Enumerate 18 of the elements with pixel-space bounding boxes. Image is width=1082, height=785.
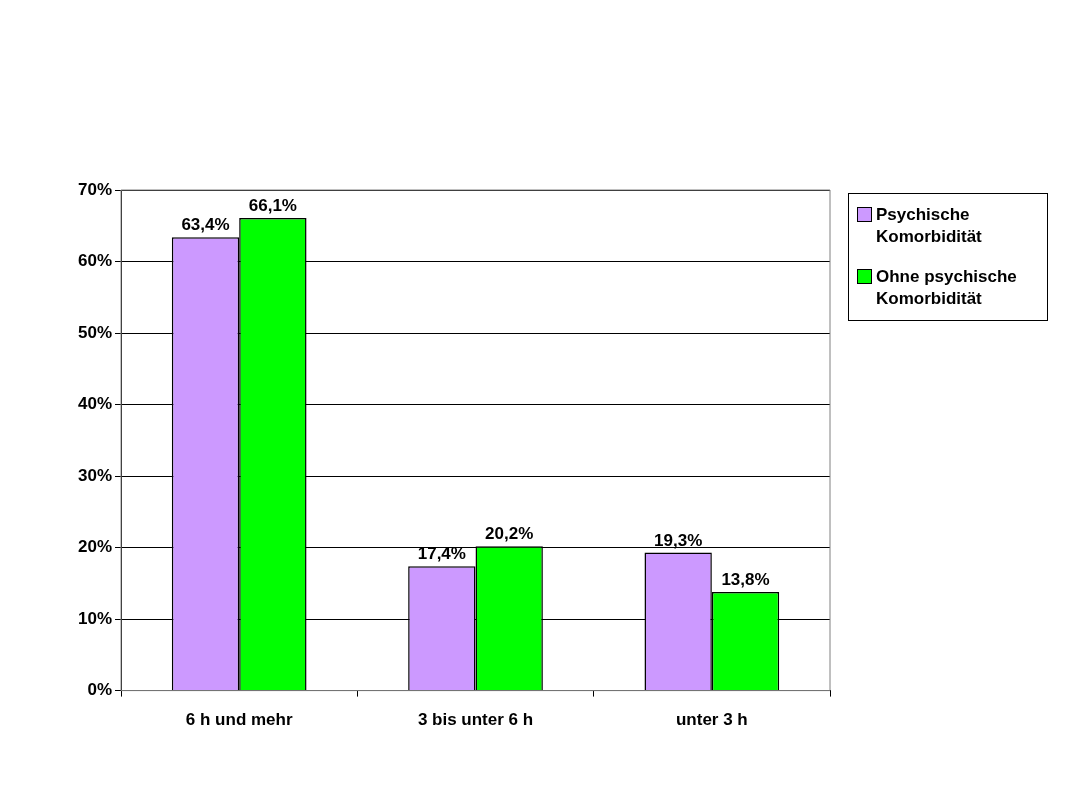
- x-tick-label: 6 h und mehr: [185, 710, 293, 730]
- data-label: 20,2%: [485, 524, 534, 544]
- y-tick-label: 0%: [87, 680, 113, 700]
- y-tick-label: 70%: [77, 179, 113, 199]
- x-tick-label: 3 bis unter 6 h: [417, 710, 534, 730]
- y-tick-label: 40%: [77, 394, 113, 414]
- data-label: 63,4%: [181, 215, 230, 235]
- y-tick-label: 30%: [77, 465, 113, 485]
- legend-label: Psychische Komorbidität: [876, 204, 983, 248]
- data-label: 19,3%: [654, 530, 703, 550]
- y-tick-label: 10%: [77, 608, 113, 628]
- y-tick-label: 60%: [77, 251, 113, 271]
- legend-label: Ohne psychische Komorbidität: [876, 266, 1018, 310]
- y-tick-label: 20%: [77, 537, 113, 557]
- x-tick-label: unter 3 h: [675, 710, 748, 730]
- y-tick-label: 50%: [77, 322, 113, 342]
- data-label: 66,1%: [248, 196, 297, 216]
- data-label: 13,8%: [721, 570, 770, 590]
